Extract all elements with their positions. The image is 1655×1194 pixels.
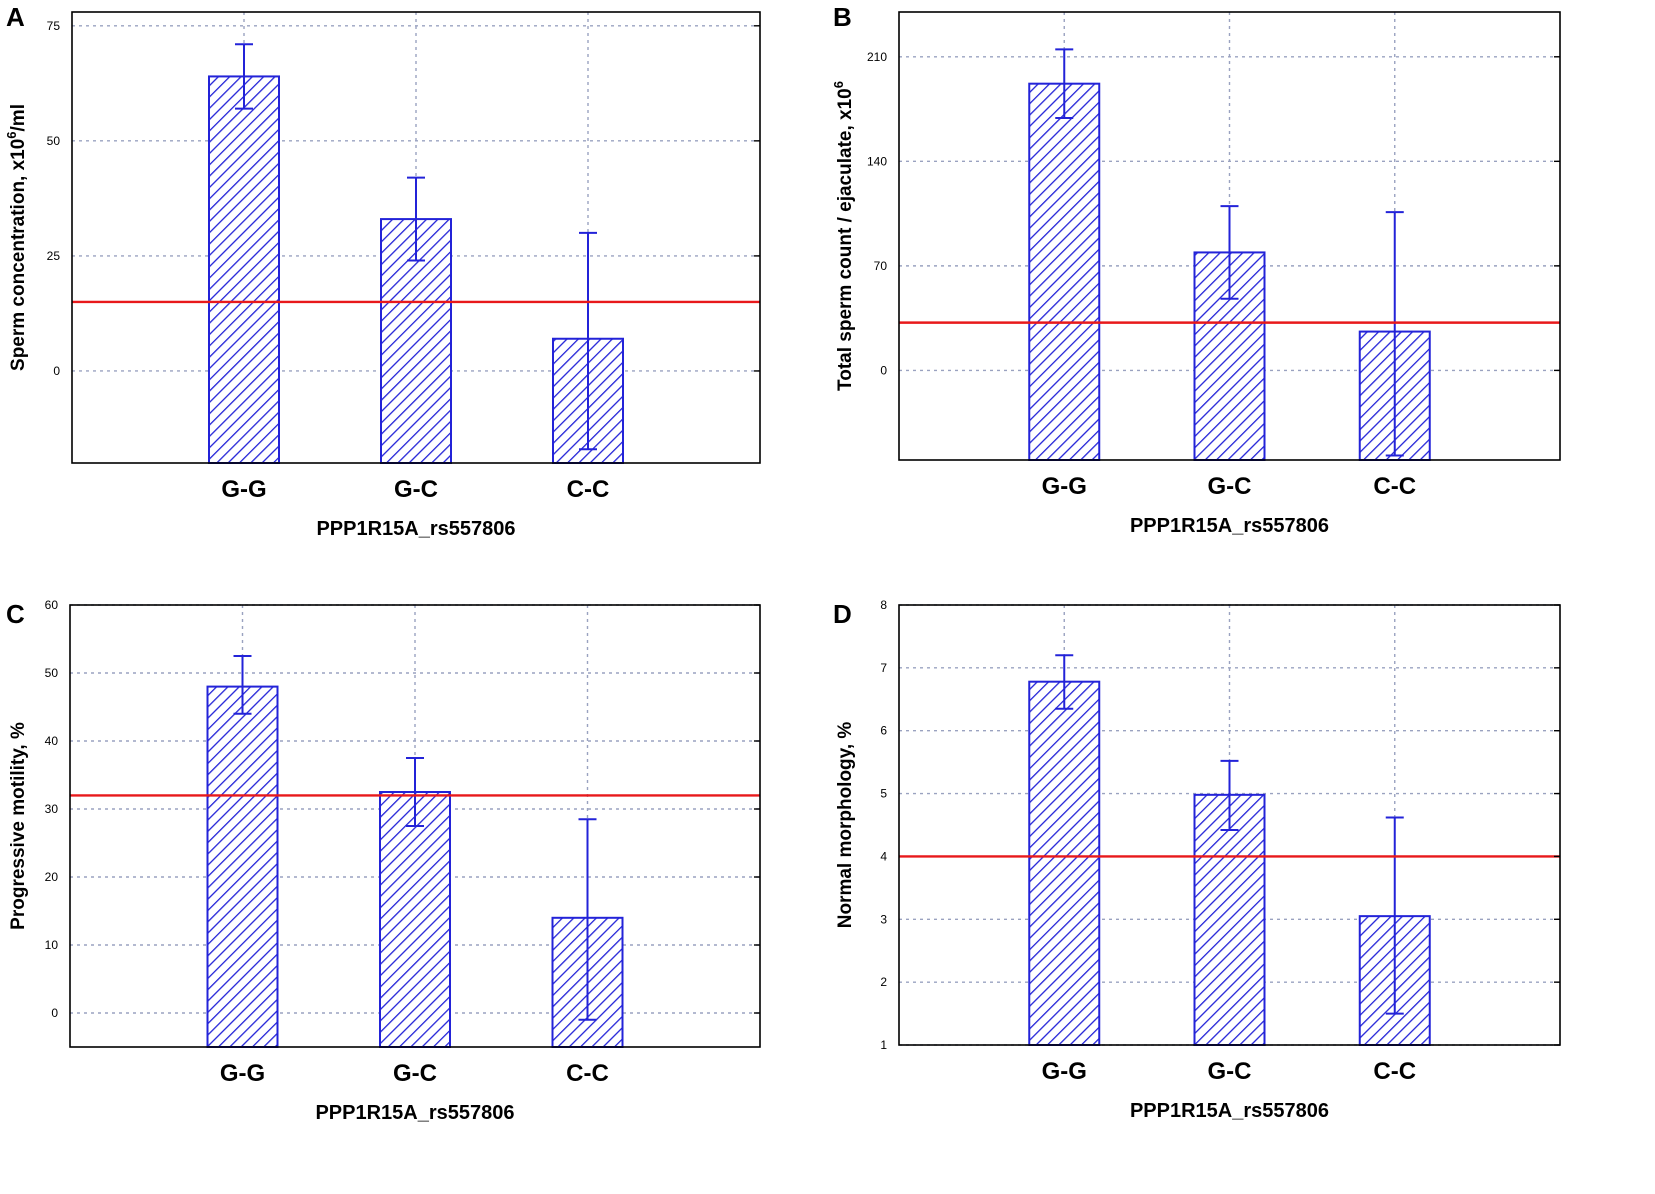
- y-tick-label: 0: [880, 363, 887, 377]
- chart-b: 0 70 140 210 G-G G-C C-C PPP1R15A_rs557806 Total…: [831, 2, 1561, 537]
- error-bar-c-c: [579, 231, 597, 451]
- y-tick-label: 25: [47, 249, 61, 263]
- y-tick-label: 2: [880, 975, 887, 989]
- y-tick-label: 4: [880, 849, 887, 863]
- panel-b: 0 70 140 210 G-G G-C C-C PPP1R15A_rs557806 Total…: [827, 0, 1654, 597]
- x-tick-label: C-C: [1373, 1058, 1416, 1085]
- error-bar-g-c: [406, 757, 424, 827]
- x-tick-label: G-C: [1208, 473, 1252, 500]
- x-tick-label: G-G: [220, 1060, 265, 1087]
- panel-letter: D: [833, 599, 852, 629]
- y-tick-label: 6: [880, 724, 887, 738]
- y-tick-label: 7: [880, 661, 887, 675]
- x-tick-label: G-C: [394, 476, 438, 503]
- x-tick-label: C-C: [566, 1060, 609, 1087]
- error-bar-g-g: [1055, 654, 1074, 710]
- x-tick-label: G-C: [1208, 1058, 1252, 1085]
- y-axis-label: Normal morphology, %: [835, 722, 856, 929]
- chart-d: 1 2 3 4 5 6 7 8 G-G G-C C-C PPP1R15A_rs557806 Normal…: [833, 598, 1561, 1122]
- x-axis-label: PPP1R15A_rs557806: [1130, 515, 1329, 537]
- panel-a: 0 25 50 75 G-G G-C C-C PPP1R15A_rs557806 Sperm c…: [0, 0, 827, 597]
- bar-g-g: [206, 685, 279, 1048]
- error-bar-g-c: [407, 176, 425, 262]
- x-tick-label: G-C: [393, 1060, 437, 1087]
- x-tick-label: G-G: [221, 476, 266, 503]
- x-tick-label: G-G: [1042, 1058, 1087, 1085]
- bar-g-c: [379, 791, 451, 1048]
- y-tick-label: 10: [45, 938, 59, 952]
- y-axis-label: Progressive motility, %: [8, 722, 29, 930]
- x-axis-label: PPP1R15A_rs557806: [1130, 1100, 1329, 1122]
- y-tick-label: 40: [45, 734, 59, 748]
- plot-frame: [898, 11, 1561, 461]
- y-tick-label: 5: [880, 787, 887, 801]
- chart-a: 0 25 50 75 G-G G-C C-C PPP1R15A_rs557806 Sperm c…: [4, 2, 761, 540]
- chart-c: 0 10 20 30 40 50 60 G-G G-C C-C PPP1R15A_rs557806 P…: [6, 598, 761, 1124]
- x-tick-label: G-G: [1042, 473, 1087, 500]
- x-tick-label: C-C: [1373, 473, 1416, 500]
- panel-letter: A: [6, 2, 25, 32]
- y-tick-label: 0: [51, 1006, 58, 1020]
- error-bar-g-g: [1055, 48, 1074, 120]
- bar-g-g: [1028, 680, 1101, 1047]
- y-tick-label: 60: [45, 598, 59, 612]
- error-bar-g-c: [1220, 205, 1239, 300]
- y-tick-label: 70: [874, 259, 888, 273]
- y-tick-label: 20: [45, 870, 59, 884]
- bar-g-c: [1193, 793, 1266, 1046]
- error-bar-g-g: [233, 655, 252, 715]
- panel-letter: B: [833, 2, 852, 32]
- y-axis-label: Sperm concentration, x106/ml: [4, 104, 29, 371]
- error-bar-c-c: [578, 818, 597, 1021]
- error-bar-c-c: [1385, 211, 1404, 457]
- bar-g-g: [208, 75, 280, 465]
- y-tick-label: 50: [45, 666, 59, 680]
- y-tick-label: 8: [880, 598, 887, 612]
- x-axis-label: PPP1R15A_rs557806: [315, 1102, 514, 1124]
- y-tick-label: 1: [880, 1038, 887, 1052]
- y-tick-label: 50: [47, 134, 61, 148]
- panel-c: 0 10 20 30 40 50 60 G-G G-C C-C PPP1R15A_rs557806 P…: [0, 597, 827, 1194]
- y-tick-label: 30: [45, 802, 59, 816]
- y-tick-label: 210: [867, 50, 887, 64]
- y-tick-label: 75: [47, 19, 61, 33]
- x-tick-label: C-C: [567, 476, 610, 503]
- plot-frame: [71, 11, 761, 464]
- error-bar-g-c: [1220, 759, 1239, 832]
- bar-g-g: [1028, 82, 1101, 462]
- panel-letter: C: [6, 599, 25, 629]
- x-axis-label: PPP1R15A_rs557806: [316, 518, 515, 540]
- error-bar-g-g: [235, 43, 253, 110]
- error-bar-c-c: [1385, 816, 1404, 1015]
- y-axis-label: Total sperm count / ejaculate, x106: [831, 81, 856, 391]
- y-tick-label: 3: [880, 912, 887, 926]
- y-tick-label: 140: [867, 154, 887, 168]
- plot-frame: [69, 604, 761, 1048]
- panel-d: 1 2 3 4 5 6 7 8 G-G G-C C-C PPP1R15A_rs557806 Normal…: [827, 597, 1654, 1194]
- y-tick-label: 0: [53, 364, 60, 378]
- plot-frame: [898, 604, 1561, 1046]
